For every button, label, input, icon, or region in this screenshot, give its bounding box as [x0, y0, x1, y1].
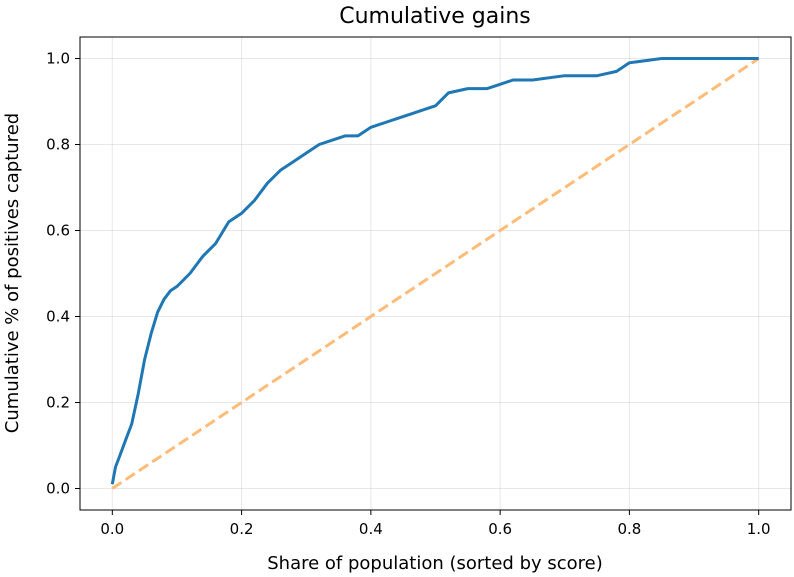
y-axis-label: Cumulative % of positives captured [2, 113, 23, 433]
y-tick-label: 0.0 [46, 480, 70, 498]
axis-ticks: 0.0 0.2 0.4 0.6 0.8 1.0 0.0 0.2 0.4 0.6 0.8 1.0 [46, 50, 770, 539]
chart-title: Cumulative gains [339, 4, 531, 29]
y-tick-label: 0.4 [46, 308, 70, 326]
gains-series-line [110, 57, 759, 485]
x-tick-label: 0.0 [100, 520, 124, 538]
x-tick-label: 0.2 [230, 520, 254, 538]
y-tick-label: 0.8 [46, 136, 70, 154]
baseline-series-line [111, 57, 760, 490]
y-tick-label: 0.2 [46, 394, 70, 412]
x-tick-label: 0.8 [617, 520, 641, 538]
grid-lines [80, 37, 791, 510]
series-layer [110, 57, 760, 490]
y-tick-label: 1.0 [46, 50, 70, 68]
plot-frame [79, 36, 792, 511]
x-axis-label: Share of population (sorted by score) [267, 553, 603, 574]
x-tick-label: 0.4 [359, 520, 383, 538]
x-tick-label: 1.0 [747, 520, 771, 538]
x-tick-label: 0.6 [488, 520, 512, 538]
y-tick-label: 0.6 [46, 222, 70, 240]
